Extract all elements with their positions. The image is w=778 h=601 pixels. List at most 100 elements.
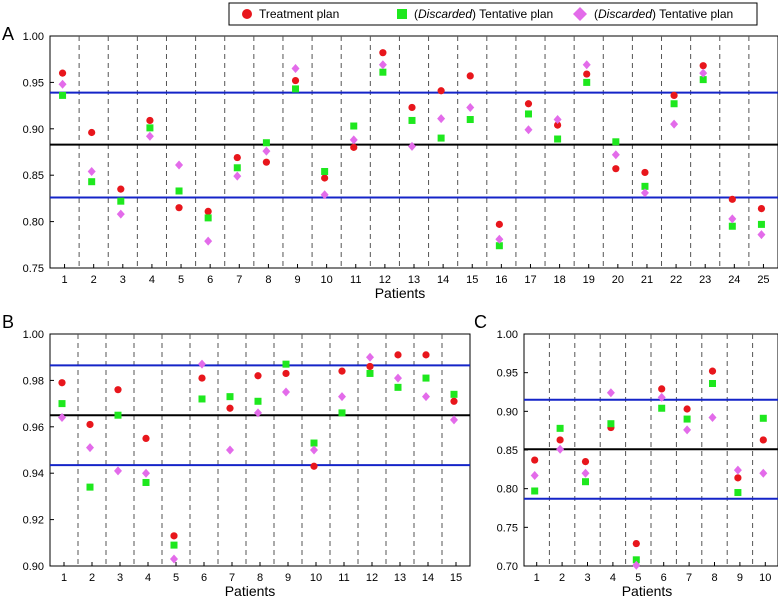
- panel-a-xtick-label: 4: [149, 274, 155, 286]
- panel-b-label: B: [2, 312, 14, 332]
- panel-b-point-tentative-square: [366, 369, 374, 377]
- panel-a-point-tentative-square: [495, 242, 503, 250]
- panel-b-point-tentative-diamond: [282, 387, 290, 397]
- panel-c-point-tentative-square: [632, 556, 640, 564]
- panel-a-point-tentative-square: [262, 139, 270, 147]
- panel-c-point-treatment: [556, 436, 564, 444]
- panel-a-point-tentative-diamond: [204, 236, 213, 246]
- panel-a-point-tentative-square: [204, 214, 212, 222]
- panel-b-point-tentative-square: [338, 409, 346, 417]
- panel-a-point-tentative-square: [699, 76, 707, 84]
- panel-a-point-tentative-square: [466, 116, 474, 124]
- legend-marker-tentative-square: [397, 9, 407, 19]
- panel-a-point-tentative-diamond: [233, 171, 242, 181]
- panel-b-ytick-label: 0.94: [23, 468, 44, 480]
- legend-marker-tentative-diamond: [573, 7, 587, 21]
- panel-a-point-tentative-square: [757, 220, 765, 228]
- panel-a-xtick-label: 21: [641, 274, 653, 286]
- panel-a-point-treatment: [524, 100, 533, 108]
- panel-a-axes-frame: [49, 35, 778, 269]
- panel-a-xtick-label: 6: [207, 274, 213, 286]
- legend-label-tentative-diamond-prefix: (: [594, 7, 598, 21]
- panel-b-point-treatment: [170, 532, 178, 540]
- panel-a-point-treatment: [757, 205, 766, 213]
- panel-a-point-treatment: [262, 158, 270, 166]
- panel-b-ytick-label: 0.98: [23, 375, 44, 387]
- panel-a-point-tentative-diamond: [582, 60, 591, 70]
- panel-a-xtick-label: 14: [437, 274, 449, 286]
- panel-b-xtick-label: 6: [201, 572, 207, 584]
- panel-a-xtick-label: 11: [350, 274, 361, 286]
- panel-b-xtick-label: 15: [450, 572, 462, 584]
- panel-b-xtick-label: 12: [366, 572, 378, 584]
- panel-c-xtick-label: 9: [737, 572, 743, 584]
- panel-a-point-tentative-square: [524, 110, 532, 118]
- panel-b-axes-frame: [49, 333, 471, 567]
- panel-a-point-treatment: [408, 103, 416, 112]
- panel-a-xtick-label: 22: [670, 274, 682, 286]
- panel-a-point-tentative-square: [408, 116, 416, 124]
- panel-c-point-tentative-square: [658, 404, 666, 412]
- panel-b-point-tentative-square: [282, 360, 290, 368]
- panel-a-xtick-label: 16: [495, 274, 507, 286]
- panel-c-point-tentative-square: [759, 414, 767, 422]
- panel-b-point-tentative-diamond: [226, 445, 234, 455]
- panel-a-point-treatment: [321, 174, 329, 182]
- panel-b-xtick-label: 10: [310, 572, 322, 584]
- panel-a-point-tentative-square: [321, 167, 329, 175]
- panel-b-point-tentative-diamond: [198, 359, 206, 369]
- panel-b-point-treatment: [86, 420, 94, 429]
- panel-a-point-treatment: [728, 195, 736, 203]
- panel-b: B Patients 0.900.920.940.960.981.001 2 3 4 5…: [2, 312, 471, 599]
- panel-b-point-treatment: [142, 434, 150, 442]
- panel-a-ytick-label: 0.90: [23, 124, 44, 136]
- panel-a-xtick-label: 24: [728, 274, 740, 286]
- panel-a-xtick-label: 25: [757, 274, 769, 286]
- panel-a-label: A: [2, 24, 14, 44]
- panel-a-point-tentative-diamond: [611, 150, 620, 160]
- panel-b-point-tentative-square: [170, 541, 178, 549]
- panel-a-xtick-label: 5: [178, 274, 184, 286]
- panel-b-point-tentative-diamond: [450, 415, 458, 425]
- panel-a-point-treatment: [699, 62, 707, 70]
- panel-c-ytick-label: 0.90: [497, 406, 518, 418]
- panel-a-point-tentative-diamond: [58, 79, 67, 89]
- legend: Treatment plan (Discarded) Tentative pla…: [228, 2, 758, 26]
- panel-a-point-treatment: [495, 220, 503, 228]
- panel-b-point-tentative-square: [226, 393, 234, 401]
- panel-a-point-tentative-diamond: [262, 146, 271, 156]
- panel-a-point-tentative-diamond: [378, 60, 387, 70]
- panel-c-point-tentative-diamond: [657, 392, 666, 402]
- panel-a-point-treatment: [583, 70, 591, 78]
- panel-a-point-tentative-diamond: [640, 188, 649, 198]
- panel-a-point-tentative-diamond: [757, 230, 766, 240]
- panel-a-point-tentative-square: [437, 134, 445, 142]
- panel-a-xtick-label: 12: [379, 274, 391, 286]
- panel-a-point-treatment: [670, 91, 678, 99]
- panel-b-point-tentative-square: [310, 439, 318, 447]
- panel-c-point-treatment: [658, 385, 666, 393]
- panel-a-point-treatment: [350, 143, 358, 151]
- panel-c-xtick-label: 6: [661, 572, 667, 584]
- panel-b-point-tentative-square: [58, 400, 66, 408]
- panel-c-point-tentative-diamond: [581, 468, 590, 478]
- panel-a-point-treatment: [466, 72, 474, 80]
- panel-c-ytick-label: 0.85: [497, 445, 518, 457]
- panel-b-point-treatment: [254, 372, 262, 380]
- panel-b-point-treatment: [366, 362, 374, 371]
- panel-a-point-tentative-diamond: [175, 160, 184, 170]
- panel-c-ytick-label: 0.70: [497, 561, 518, 573]
- panel-a-point-treatment: [58, 69, 67, 77]
- panel-a-xtick-label: 7: [236, 274, 242, 286]
- panel-b-xlabel: Patients: [225, 583, 276, 599]
- panel-a-point-tentative-square: [612, 138, 620, 146]
- panel-a-point-treatment: [291, 76, 300, 85]
- panel-b-point-treatment: [394, 351, 402, 359]
- panel-c-point-treatment: [531, 456, 539, 464]
- panel-a-point-tentative-square: [554, 135, 562, 143]
- panel-c-xtick-label: 8: [711, 572, 717, 584]
- panel-c-xtick-label: 1: [534, 572, 540, 584]
- panel-a-xtick-label: 20: [612, 274, 624, 286]
- panel-c-xlabel: Patients: [622, 583, 673, 599]
- panel-a-point-tentative-square: [59, 91, 67, 99]
